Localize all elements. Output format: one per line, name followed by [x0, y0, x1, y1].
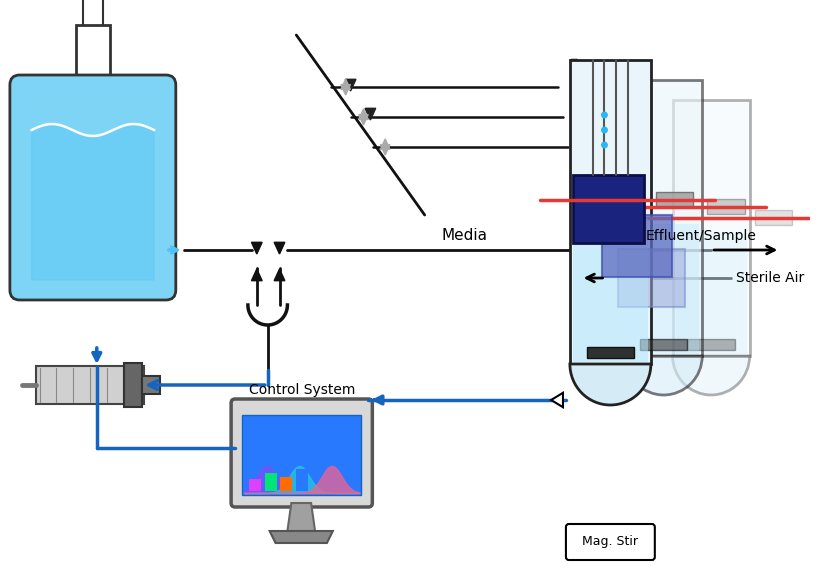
Wedge shape: [624, 356, 701, 395]
Polygon shape: [345, 79, 355, 91]
Bar: [639, 339, 686, 350]
Bar: [569, 60, 650, 364]
Polygon shape: [269, 531, 333, 543]
Bar: [618, 249, 685, 307]
Text: Effluent/Sample: Effluent/Sample: [645, 229, 756, 243]
Bar: [280, 477, 292, 491]
Polygon shape: [341, 79, 350, 89]
Polygon shape: [251, 269, 262, 281]
Circle shape: [600, 112, 607, 118]
Bar: [242, 415, 361, 495]
Bar: [124, 363, 142, 407]
Polygon shape: [274, 242, 284, 254]
Bar: [686, 339, 734, 350]
Bar: [627, 224, 699, 354]
Polygon shape: [358, 109, 368, 120]
Bar: [672, 100, 749, 356]
Wedge shape: [569, 364, 650, 405]
Text: Mag. Stir: Mag. Stir: [581, 535, 637, 549]
Bar: [655, 193, 693, 208]
Bar: [35, 366, 144, 404]
Wedge shape: [672, 356, 749, 395]
Polygon shape: [550, 393, 563, 407]
Bar: [586, 347, 633, 358]
Bar: [602, 215, 671, 277]
Bar: [624, 80, 701, 356]
Polygon shape: [341, 85, 350, 95]
Text: Media: Media: [441, 228, 486, 243]
Polygon shape: [274, 269, 284, 281]
FancyBboxPatch shape: [231, 399, 372, 507]
Bar: [572, 175, 643, 243]
Polygon shape: [380, 144, 390, 155]
Circle shape: [600, 126, 607, 133]
Bar: [675, 233, 746, 354]
Bar: [296, 469, 308, 491]
Bar: [142, 376, 160, 394]
FancyBboxPatch shape: [10, 75, 175, 300]
Polygon shape: [380, 139, 390, 150]
Bar: [706, 200, 744, 214]
Circle shape: [600, 141, 607, 148]
Bar: [572, 218, 647, 362]
Bar: [753, 210, 791, 225]
Text: Sterile Air: Sterile Air: [735, 271, 803, 285]
Polygon shape: [358, 114, 368, 125]
Polygon shape: [287, 503, 314, 531]
Polygon shape: [251, 242, 262, 254]
Bar: [76, 25, 110, 85]
Bar: [265, 473, 276, 491]
Polygon shape: [364, 108, 375, 120]
Polygon shape: [32, 124, 154, 280]
Bar: [249, 479, 260, 491]
Text: Control System: Control System: [248, 383, 355, 397]
FancyBboxPatch shape: [565, 524, 654, 560]
